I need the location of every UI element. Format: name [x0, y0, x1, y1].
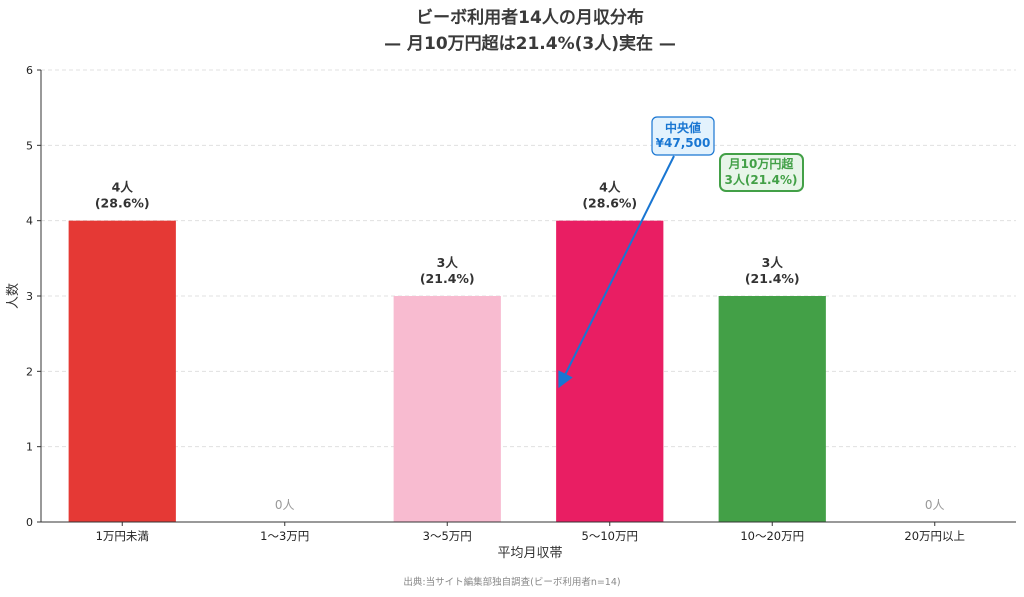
bar-zero-label: 0人	[925, 498, 945, 512]
y-tick-label: 0	[26, 516, 33, 529]
bar	[393, 296, 501, 522]
x-category-label: 3〜5万円	[423, 529, 472, 543]
bar-percent-label: (21.4%)	[420, 271, 475, 286]
x-category-label: 1〜3万円	[260, 529, 309, 543]
y-tick-label: 4	[26, 215, 33, 228]
over-100k-annotation-value: 3人(21.4%)	[725, 172, 798, 187]
bar-percent-label: (21.4%)	[745, 271, 800, 286]
over-100k-annotation-title: 月10万円超	[728, 156, 795, 171]
x-axis-label: 平均月収帯	[497, 546, 562, 561]
x-axis-categories: 1万円未満 1〜3万円 3〜5万円 5〜10万円 10〜20万円 20万円以上	[96, 522, 965, 543]
bar-count-label: 3人	[437, 255, 459, 270]
y-tick-label: 6	[26, 64, 33, 77]
x-category-label: 5〜10万円	[582, 529, 638, 543]
y-tick-label: 1	[26, 441, 33, 454]
chart-title: ビーボ利用者14人の月収分布	[416, 7, 644, 28]
y-tick-label: 2	[26, 365, 33, 378]
y-tick-label: 3	[26, 290, 33, 303]
bars	[68, 220, 826, 522]
x-category-label: 10〜20万円	[740, 529, 804, 543]
bar-percent-label: (28.6%)	[95, 196, 150, 211]
median-annotation-box	[651, 116, 715, 156]
bar	[556, 220, 664, 522]
bar-zero-label: 0人	[275, 498, 295, 512]
y-axis-ticks: 0 1 2 3 4 5 6	[26, 64, 41, 529]
chart-subtitle: — 月10万円超は21.4%(3人)実在 —	[384, 33, 676, 54]
bar	[718, 296, 826, 522]
bar-count-label: 3人	[762, 255, 784, 270]
source-note: 出典:当サイト編集部独自調査(ビーボ利用者n=14)	[403, 576, 620, 588]
x-category-label: 1万円未満	[96, 529, 149, 543]
y-axis-label: 人数	[6, 283, 21, 309]
bar-count-label: 4人	[112, 180, 134, 195]
median-annotation-value: ¥47,500	[656, 136, 711, 150]
y-tick-label: 5	[26, 139, 33, 152]
x-category-label: 20万円以上	[904, 529, 965, 543]
median-annotation-title: 中央値	[665, 120, 701, 135]
bar-count-label: 4人	[599, 180, 621, 195]
over-100k-annotation-box	[719, 153, 804, 192]
gridlines	[41, 69, 1016, 448]
median-arrow	[558, 155, 675, 389]
bar	[68, 220, 176, 522]
bar-percent-label: (28.6%)	[582, 196, 637, 211]
